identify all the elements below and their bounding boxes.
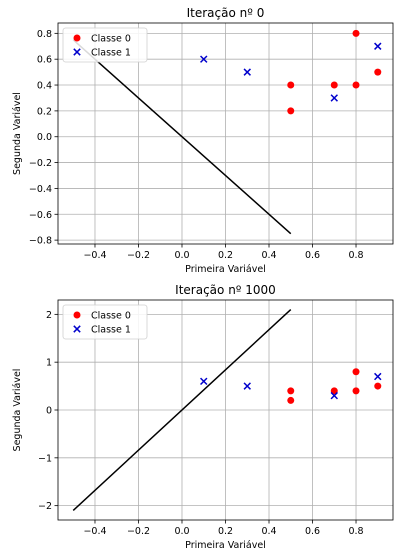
point-classe-1 (243, 68, 251, 76)
y-tick-label: −0.8 (29, 236, 52, 247)
y-tick-label: −0.2 (29, 158, 52, 169)
point-classe-0 (352, 81, 360, 89)
y-tick-label: 0.8 (37, 29, 52, 40)
x-tick-label: −0.2 (127, 250, 150, 261)
y-tick-label: −1 (38, 453, 52, 464)
x-tick-label: −0.2 (127, 526, 150, 537)
x-tick-label: 0.6 (305, 526, 320, 537)
point-classe-0 (352, 387, 360, 395)
decision-boundary-line (72, 309, 292, 511)
chart-title: Iteração nº 1000 (175, 283, 276, 297)
legend-label: Classe 0 (91, 311, 131, 322)
x-tick-label: 0.2 (218, 526, 233, 537)
x-axis-label: Primeira Variável (185, 540, 266, 551)
y-tick-label: −0.4 (29, 184, 52, 195)
x-tick-label: 0.8 (348, 250, 363, 261)
x-tick-label: −0.4 (83, 526, 106, 537)
point-classe-1 (374, 42, 382, 50)
point-classe-1 (330, 391, 338, 400)
point-classe-1 (243, 382, 251, 390)
x-tick-label: 0.0 (174, 526, 189, 537)
x-tick-label: 0.8 (348, 526, 363, 537)
legend-marker-classe-1 (73, 325, 81, 333)
x-tick-label: 0.2 (218, 250, 233, 261)
x-tick-label: 0.0 (174, 250, 189, 261)
x-tick-label: 0.4 (261, 250, 276, 261)
x-tick-label: 0.4 (261, 526, 276, 537)
y-tick-label: 0 (46, 406, 52, 417)
y-tick-label: 0.2 (37, 106, 52, 117)
point-classe-0 (374, 382, 382, 390)
chart-2: −0.4 −0.2 0.0 0.2 0.4 0.6 0.8 −2 −1 0 1 2 Iteração n… (12, 283, 394, 551)
legend-marker-classe-0 (73, 311, 81, 319)
y-tick-label: 0.6 (37, 55, 52, 66)
y-tick-label: −0.6 (29, 210, 52, 221)
y-tick-label: 0.4 (37, 81, 52, 92)
point-classe-0 (287, 387, 295, 395)
point-classe-0 (287, 81, 295, 89)
y-tick-label: 1 (46, 358, 52, 369)
legend-label: Classe 1 (91, 325, 131, 336)
decision-boundary-line (72, 39, 292, 235)
point-classe-1 (374, 372, 382, 381)
point-classe-0 (352, 368, 360, 376)
legend-label: Classe 0 (91, 34, 131, 45)
chart-1: −0.4 −0.2 0.0 0.2 0.4 0.6 0.8 −0.8 −0.6 −0.4 −0.2 0… (12, 6, 394, 275)
y-tick-label: 2 (46, 310, 52, 321)
point-classe-0 (287, 107, 295, 115)
point-classe-0 (374, 68, 382, 76)
x-tick-label: −0.4 (83, 250, 106, 261)
point-classe-1 (200, 55, 208, 63)
y-tick-label: −2 (38, 501, 52, 512)
legend-label: Classe 1 (91, 48, 131, 59)
y-axis-label: Segunda Variável (12, 369, 23, 452)
legend: Classe 0 Classe 1 (62, 304, 148, 340)
point-classe-0 (352, 29, 360, 37)
legend-marker-classe-0 (73, 34, 81, 42)
legend: Classe 0 Classe 1 (62, 27, 148, 63)
point-classe-0 (330, 387, 338, 395)
chart-title: Iteração nº 0 (187, 6, 265, 20)
point-classe-0 (287, 396, 295, 404)
point-classe-1 (200, 377, 208, 386)
legend-box (62, 27, 148, 63)
y-tick-label: 0.0 (37, 132, 52, 143)
point-classe-1 (330, 94, 338, 102)
y-axis-label: Segunda Variável (12, 92, 23, 175)
point-classe-0 (330, 81, 338, 89)
x-axis-label: Primeira Variável (185, 264, 266, 275)
legend-box (62, 304, 148, 340)
legend-marker-classe-1 (73, 48, 81, 56)
x-tick-label: 0.6 (305, 250, 320, 261)
